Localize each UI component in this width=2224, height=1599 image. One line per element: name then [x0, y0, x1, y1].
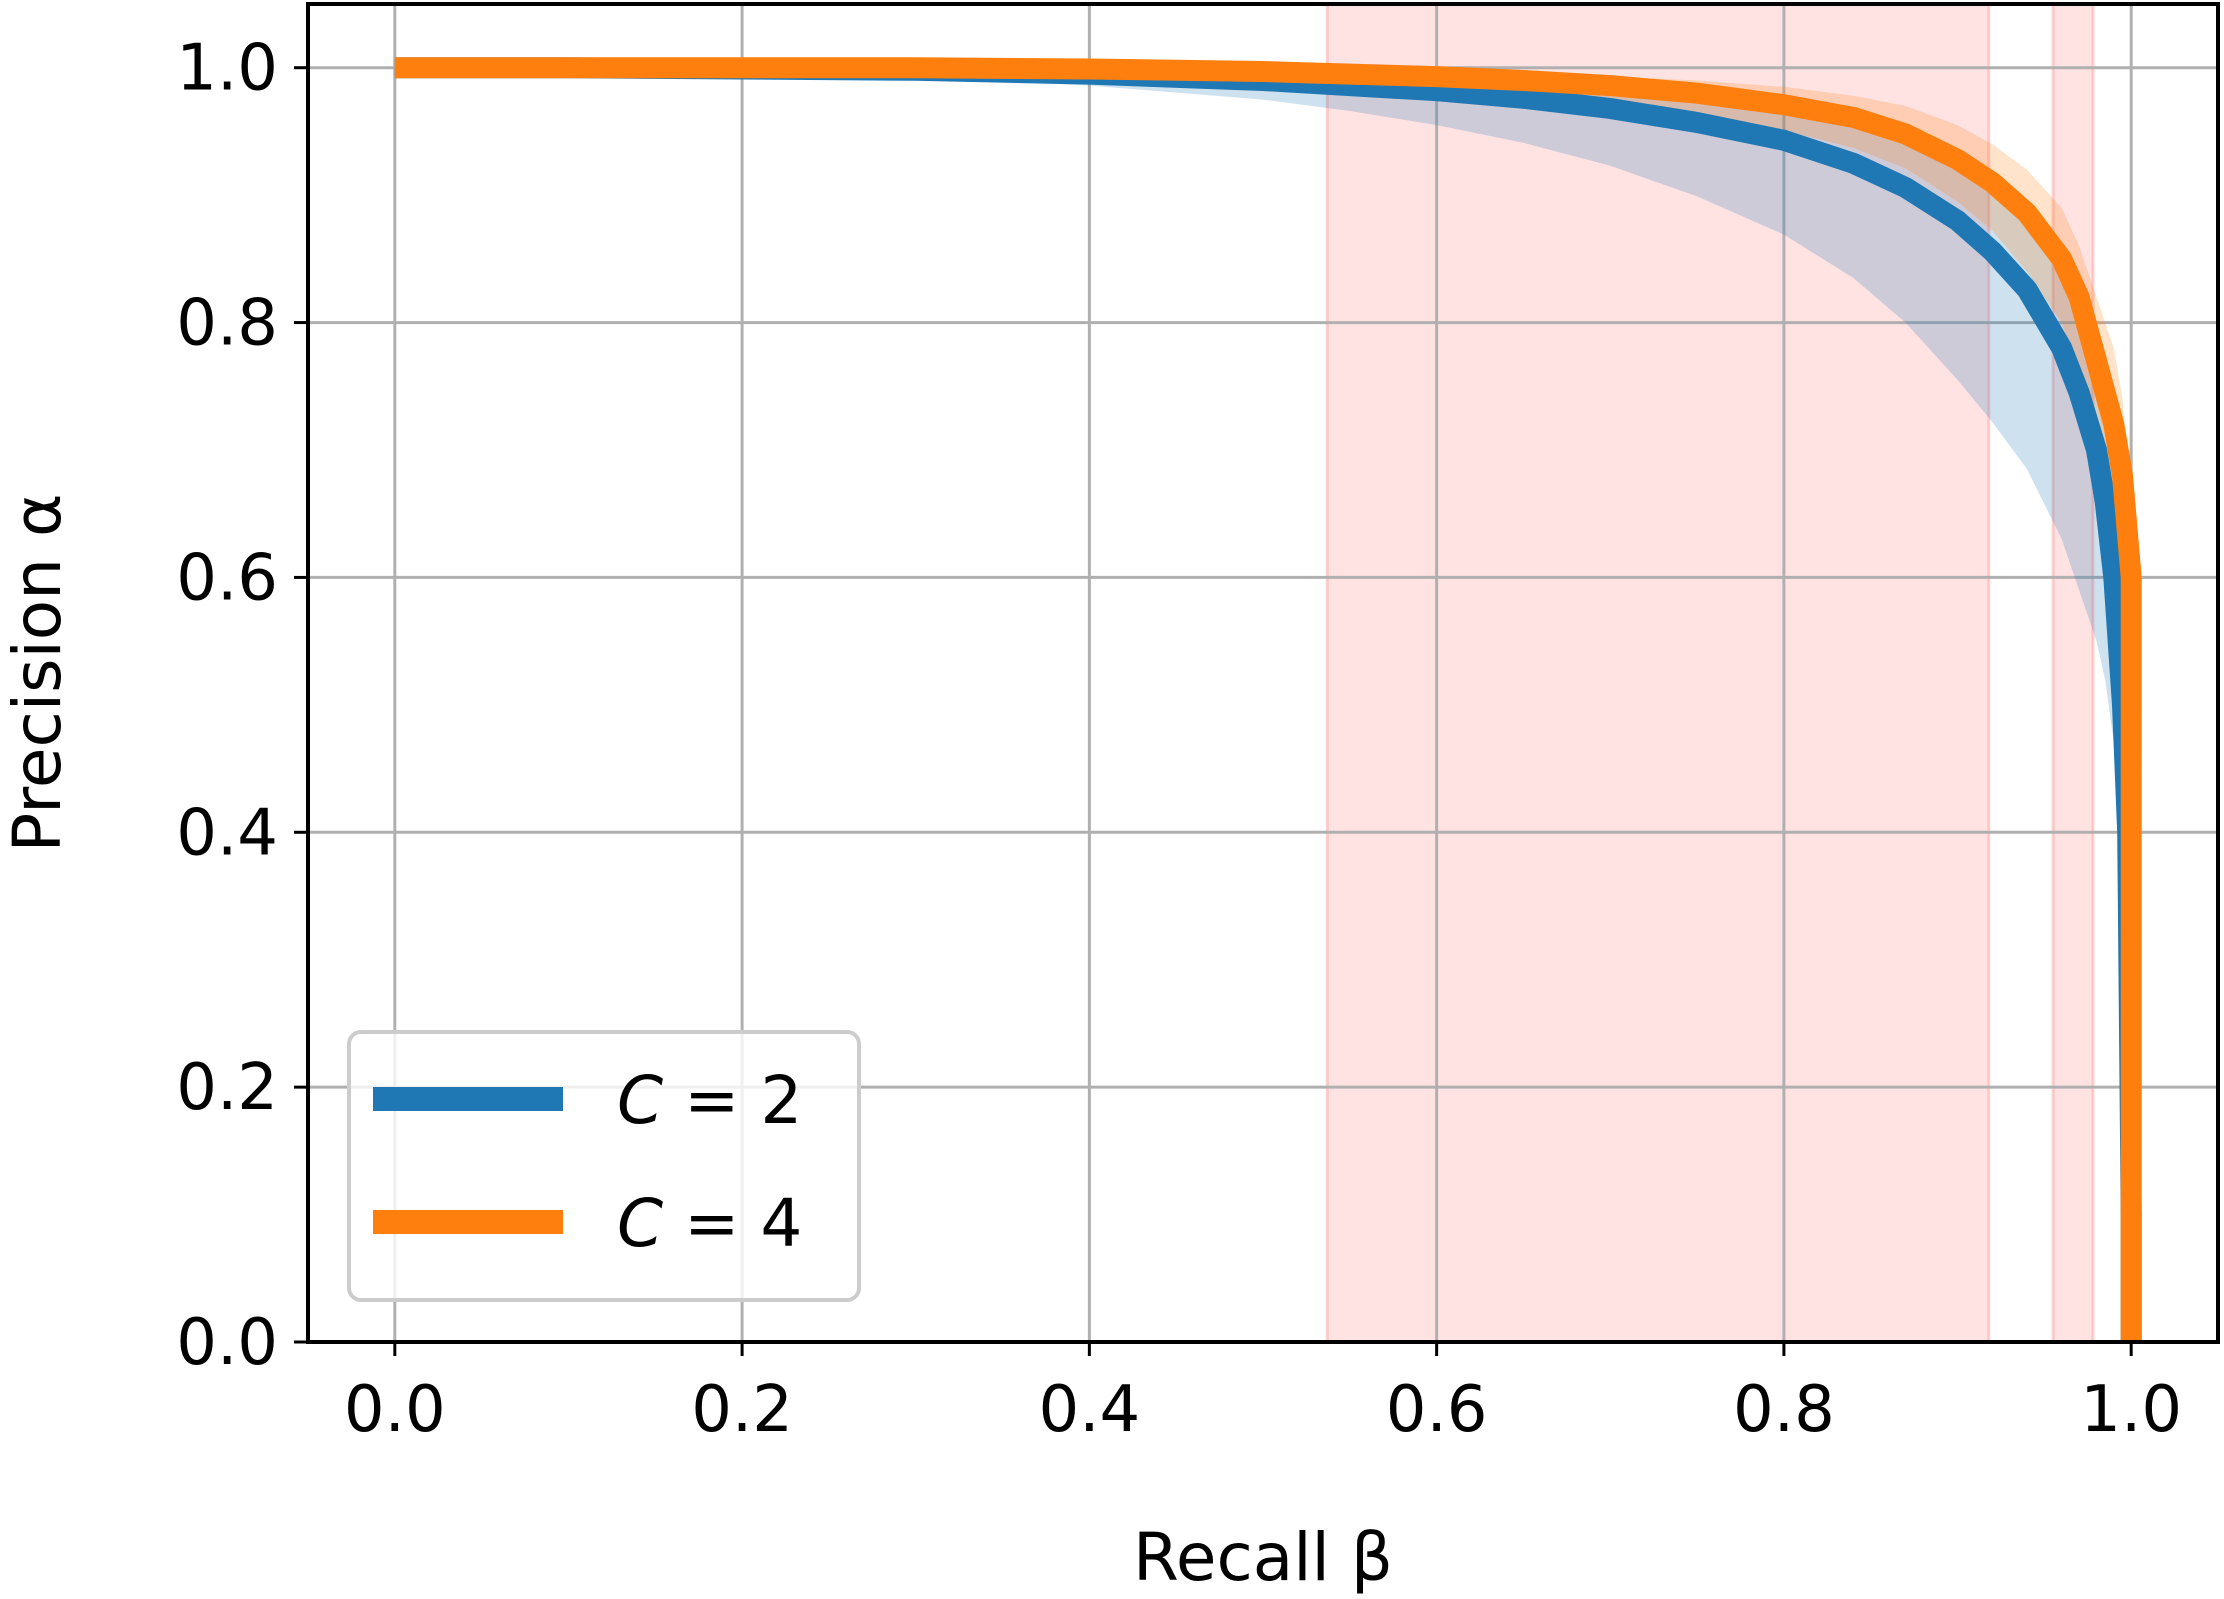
y-tick-label: 0.6	[176, 541, 278, 615]
y-axis-label: Precision α	[0, 494, 76, 853]
x-tick-label: 0.6	[1386, 1373, 1488, 1447]
legend-label-1-suffix: = 2	[663, 1062, 802, 1139]
x-tick-label: 0.4	[1038, 1373, 1140, 1447]
confidence-bands	[394, 67, 2132, 1342]
legend-label-2: C = 4	[617, 1185, 802, 1262]
x-tick-label: 0.0	[344, 1373, 446, 1447]
shaded-region-2	[2053, 4, 2093, 1342]
plot-frame	[306, 2, 2220, 1344]
series-2-line	[394, 57, 2142, 1342]
legend: C = 2C = 4	[347, 1030, 861, 1302]
y-tick-label: 0.2	[176, 1051, 278, 1125]
x-tick-label: 0.2	[691, 1373, 793, 1447]
x-tick-label: 1.0	[2080, 1373, 2182, 1447]
axis-ticks: 0.0 0.2 0.4 0.6 0.8 1.0 0.0 0.2 0.4 0.6 0.8 1.0	[176, 32, 2182, 1447]
legend-label-1: C = 2	[617, 1062, 802, 1139]
y-tick-label: 0.8	[176, 287, 278, 361]
y-tick-label: 0.4	[176, 796, 278, 870]
series-2-band	[394, 67, 2132, 1342]
legend-label-2-prefix: C	[617, 1185, 663, 1262]
legend-label-1-prefix: C	[617, 1062, 663, 1139]
x-axis-label: Recall β	[1133, 1519, 1393, 1596]
y-tick-label: 0.0	[176, 1306, 278, 1380]
series-lines	[394, 57, 2142, 1342]
legend-label-2-suffix: = 4	[663, 1185, 802, 1262]
x-tick-label: 0.8	[1733, 1373, 1835, 1447]
series-1-band	[394, 67, 2132, 1342]
y-tick-label: 1.0	[176, 32, 278, 106]
